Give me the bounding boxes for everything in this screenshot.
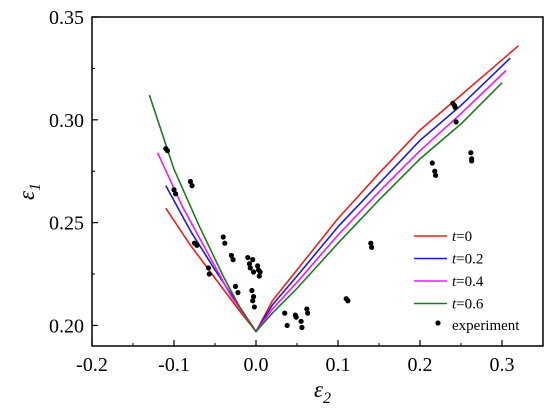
experiment-point bbox=[284, 322, 290, 329]
series-line-2 bbox=[156, 69, 507, 333]
x-axis-title-subscript: 2 bbox=[323, 390, 331, 407]
legend-label-value: =0.6 bbox=[456, 297, 484, 313]
experiment-point bbox=[250, 257, 256, 263]
y-tick-label: 0.20 bbox=[49, 315, 84, 337]
experiment-point bbox=[205, 265, 212, 271]
legend-label-3: t=0.6 bbox=[452, 297, 484, 313]
experiment-point bbox=[220, 234, 226, 240]
experiment-point bbox=[222, 240, 228, 246]
experiment-point bbox=[250, 294, 257, 300]
ticks-layer: -0.2 -0.1 0.0 0.1 0.2 0.3 0.20 0.25 0.30 0.35 bbox=[49, 7, 515, 376]
experiment-point bbox=[187, 178, 193, 185]
experiment-point bbox=[246, 261, 253, 267]
legend-label-var: t bbox=[452, 274, 457, 290]
experiment-point bbox=[228, 252, 234, 259]
experiment-point bbox=[235, 289, 241, 296]
legend-label-var: t bbox=[452, 229, 457, 245]
x-tick-label: -0.2 bbox=[76, 354, 108, 376]
legend-label-value: =0.4 bbox=[456, 274, 484, 290]
experiment-point bbox=[189, 183, 195, 189]
experiment-point bbox=[369, 244, 375, 250]
experiment-point bbox=[164, 148, 171, 154]
experiment-point bbox=[206, 271, 212, 277]
experiment-point bbox=[432, 168, 438, 174]
x-tick-label: -0.1 bbox=[158, 354, 190, 376]
legend-label-2: t=0.4 bbox=[452, 274, 484, 290]
experiment-point bbox=[299, 324, 305, 331]
x-axis-title-symbol: ε bbox=[314, 377, 324, 402]
experiment-point bbox=[232, 283, 239, 289]
experiment-point bbox=[194, 242, 200, 248]
experiment-point bbox=[173, 191, 179, 197]
legend-label-experiment: experiment bbox=[452, 318, 520, 334]
y-tick-label: 0.35 bbox=[49, 7, 84, 29]
experiment-point bbox=[453, 119, 459, 125]
experiment-point bbox=[230, 257, 236, 263]
series-line-1 bbox=[165, 57, 511, 333]
experiment-point bbox=[245, 254, 251, 261]
y-axis-title-symbol: ε bbox=[14, 190, 39, 200]
experiment-point bbox=[247, 265, 253, 271]
experiment-point bbox=[452, 104, 458, 111]
experiment-point bbox=[304, 306, 310, 312]
x-tick-label: 0.2 bbox=[408, 354, 433, 376]
legend-label-var: t bbox=[452, 252, 457, 268]
x-tick-label: 0.3 bbox=[490, 354, 515, 376]
series-line-3 bbox=[148, 82, 503, 333]
x-tick-label: 0.0 bbox=[244, 354, 269, 376]
legend-label-value: =0.2 bbox=[456, 252, 483, 268]
experiment-point bbox=[256, 273, 262, 279]
experiment-point bbox=[171, 187, 177, 193]
experiment-point bbox=[469, 158, 475, 164]
y-axis-title-subscript: 1 bbox=[27, 183, 44, 191]
experiment-point bbox=[255, 263, 261, 269]
legend-experiment-marker bbox=[435, 320, 441, 326]
y-tick-label: 0.30 bbox=[49, 110, 84, 132]
legend-label-value: =0 bbox=[456, 229, 472, 245]
experiment-point bbox=[293, 314, 299, 320]
experiment-point bbox=[298, 318, 304, 324]
experiment-point bbox=[250, 298, 256, 304]
legend-label-1: t=0.2 bbox=[452, 252, 483, 268]
x-axis-title: ε2 bbox=[314, 377, 331, 407]
experiment-point bbox=[432, 172, 439, 178]
legend-label-0: t=0 bbox=[452, 229, 472, 245]
experiment-point bbox=[305, 310, 311, 316]
legend-label-var: t bbox=[452, 297, 457, 313]
y-tick-label: 0.25 bbox=[49, 213, 84, 235]
experiment-point bbox=[251, 304, 257, 310]
experiment-point bbox=[250, 269, 257, 275]
experiment-point bbox=[257, 269, 263, 275]
experiment-point bbox=[368, 240, 374, 246]
x-tick-label: 0.1 bbox=[326, 354, 351, 376]
experiment-point bbox=[468, 150, 474, 156]
experiment-point bbox=[282, 310, 288, 316]
y-axis-title: ε1 bbox=[14, 183, 44, 200]
experiment-point bbox=[345, 298, 351, 304]
experiment-point bbox=[249, 287, 255, 294]
experiment-point bbox=[429, 160, 435, 166]
experiment-points-layer bbox=[163, 100, 475, 331]
plot-frame bbox=[91, 16, 544, 347]
